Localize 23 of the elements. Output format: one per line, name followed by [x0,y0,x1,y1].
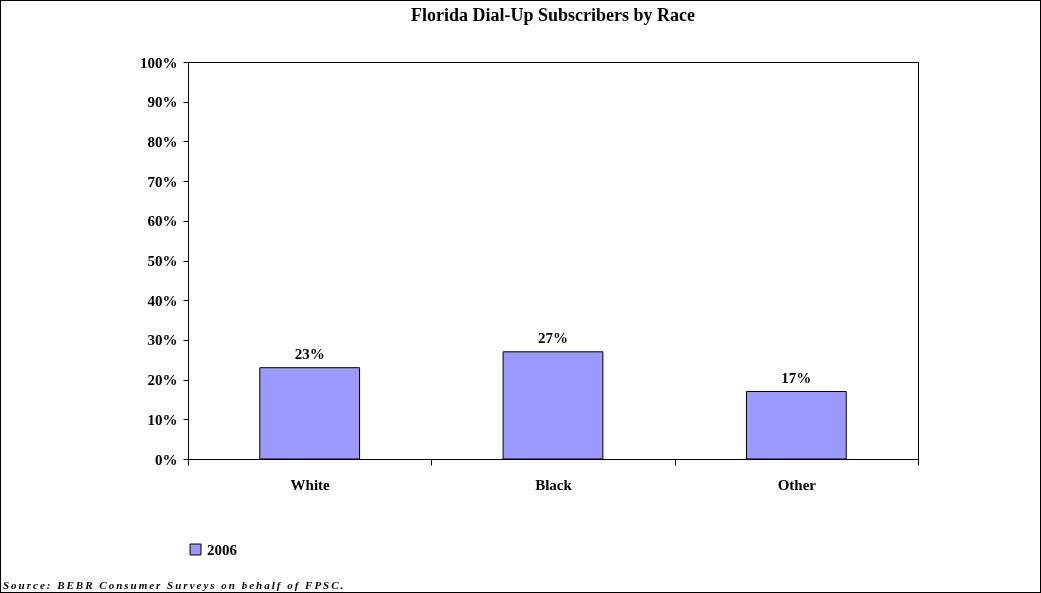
x-tick-label: Other [777,476,817,493]
y-tick-label: 60% [147,213,178,230]
y-tick-label: 70% [147,173,178,190]
x-tick-label: White [290,476,331,493]
y-tick-label: 10% [147,411,178,428]
x-tick-label: Black [535,476,573,493]
chart-title: Florida Dial-Up Subscribers by Race [410,5,696,25]
y-tick-label: 50% [147,253,178,269]
bar [745,391,847,460]
bar [259,367,361,460]
y-tick-label: 20% [147,372,178,389]
data-label: 17% [781,369,812,386]
legend-label: 2006 [207,541,238,558]
source-note: Source: BEBR Consumer Surveys on behalf of FPSC. [3,579,346,591]
data-label: 27% [538,329,568,346]
y-tick-label: 0% [155,451,178,468]
y-tick-label: 80% [147,133,178,150]
y-tick-label: 40% [147,292,178,309]
y-tick-label: 90% [147,94,178,111]
bar [502,351,604,460]
y-tick-label: 30% [147,332,178,349]
data-label: 23% [294,345,325,362]
y-tick-label: 100% [140,54,178,71]
